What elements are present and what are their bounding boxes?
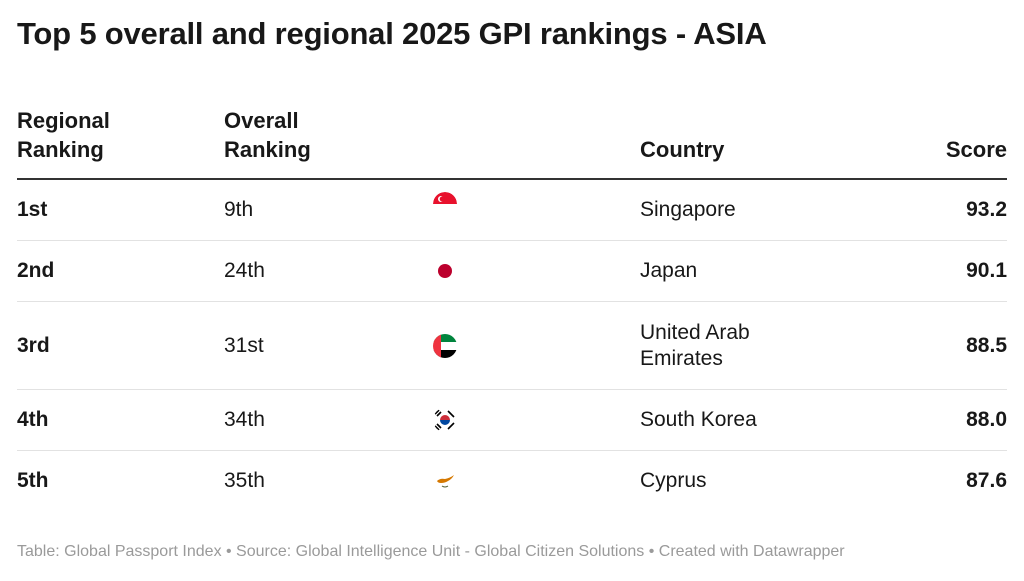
japan-flag-icon: [433, 259, 457, 283]
score: 88.0: [966, 408, 1007, 431]
overall-ranking: 34th: [224, 408, 265, 431]
regional-ranking: 2nd: [17, 259, 55, 282]
cyprus-flag-icon: [433, 469, 457, 493]
overall-ranking: 35th: [224, 469, 265, 492]
country-name: Cyprus: [640, 469, 707, 492]
regional-ranking: 5th: [17, 469, 49, 492]
table-title: Top 5 overall and regional 2025 GPI rank…: [17, 16, 767, 51]
singapore-flag-icon: [433, 192, 457, 222]
table-row: 2nd 24th Japan 90.1: [17, 241, 1007, 302]
header-score[interactable]: Score: [945, 137, 1007, 162]
footer-source: Table: Global Passport Index • Source: G…: [17, 543, 845, 560]
country-name: Singapore: [640, 198, 736, 221]
south-korea-flag-icon: [433, 408, 457, 432]
country-name: United Arab Emirates: [640, 320, 750, 370]
country-name: Japan: [640, 259, 698, 282]
header-overall-ranking[interactable]: Overall Ranking: [224, 108, 311, 162]
header-regional-ranking[interactable]: Regional Ranking: [17, 108, 110, 162]
score: 93.2: [966, 198, 1007, 221]
score: 87.6: [966, 469, 1007, 492]
score: 90.1: [966, 259, 1007, 282]
overall-ranking: 9th: [224, 198, 254, 221]
table-row: 5th 35th Cyprus 87.6: [17, 451, 1007, 511]
country-name: South Korea: [640, 408, 757, 431]
table-row: 4th 34th South Korea 88.0: [17, 390, 1007, 451]
table-row: 3rd 31st United Arab Emirates 88.5: [17, 302, 1007, 390]
table-row: 1st 9th Singapore 93.2: [17, 180, 1007, 241]
overall-ranking: 31st: [224, 333, 264, 357]
uae-flag-icon: [433, 333, 457, 358]
regional-ranking: 4th: [17, 408, 49, 431]
table-header: Regional Ranking Overall Ranking Country…: [17, 104, 1007, 180]
regional-ranking: 3rd: [17, 333, 50, 357]
overall-ranking: 24th: [224, 259, 265, 282]
header-country[interactable]: Country: [640, 137, 725, 162]
regional-ranking: 1st: [17, 198, 48, 221]
score: 88.5: [966, 333, 1007, 357]
